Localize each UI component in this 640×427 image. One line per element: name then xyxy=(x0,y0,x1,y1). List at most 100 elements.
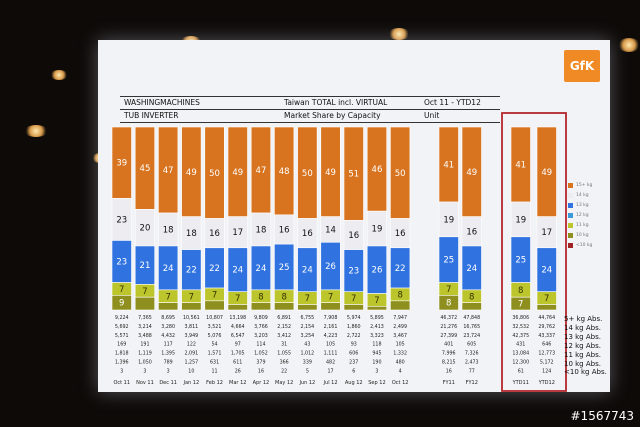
abs-value: 1,050 xyxy=(138,360,152,366)
abs-value: 482 xyxy=(326,360,335,366)
segment-label: 16 xyxy=(279,225,290,235)
abs-value: 7,996 xyxy=(442,351,456,357)
legend-item: <10 kg xyxy=(568,240,592,250)
segment-label: 8 xyxy=(397,290,402,300)
segment-label: 22 xyxy=(186,266,197,276)
segment-label: 39 xyxy=(116,159,127,169)
bar-segment xyxy=(134,296,156,311)
abs-value: 8,695 xyxy=(161,315,175,321)
category-label: Apr 12 xyxy=(253,380,270,386)
abs-value: 3 xyxy=(167,368,170,374)
bar-segment xyxy=(438,295,459,311)
abs-value: 5 xyxy=(306,368,309,374)
abs-value: 789 xyxy=(164,360,173,366)
abs-value: 3,949 xyxy=(184,333,198,339)
abs-value: 43,337 xyxy=(538,333,555,339)
abs-value: 7,365 xyxy=(138,315,152,321)
legend-label: 14 kg xyxy=(576,192,589,198)
stacked-bar-chart: 392323799,2245,6925,5711691,8181,3963Oct… xyxy=(111,112,567,392)
category-label: Feb 12 xyxy=(206,380,223,386)
header-rule-top xyxy=(120,96,500,97)
legend-item: 12 kg xyxy=(568,210,592,220)
category-label: Jun 12 xyxy=(298,380,315,386)
abs-value: 6,547 xyxy=(231,333,245,339)
segment-label: 23 xyxy=(116,258,127,268)
abs-value: 1,332 xyxy=(393,351,407,357)
abs-value: 945 xyxy=(372,351,381,357)
category-label: YTD12 xyxy=(538,380,555,386)
abs-value: 124 xyxy=(542,368,551,374)
abs-value: 42,375 xyxy=(512,333,529,339)
legend-label: 12 kg xyxy=(576,212,589,218)
abs-value: 3,214 xyxy=(138,324,152,330)
bar-segment xyxy=(297,304,318,311)
abs-row-label: 10 kg Abs. xyxy=(564,359,601,368)
bar-segment xyxy=(390,300,411,311)
abs-value: 5,571 xyxy=(115,333,129,339)
segment-label: 16 xyxy=(395,229,406,239)
abs-value: 6,891 xyxy=(277,315,291,321)
abs-value: 191 xyxy=(140,342,149,348)
abs-value: 31 xyxy=(281,342,287,348)
abs-value: 3 xyxy=(143,368,146,374)
abs-value: 631 xyxy=(210,360,219,366)
category-label: Jul 12 xyxy=(323,380,338,386)
abs-value: 3,467 xyxy=(393,333,407,339)
segment-label: 7 xyxy=(518,300,523,310)
chart-title: Market Share by Capacity xyxy=(284,111,381,120)
segment-label: 8 xyxy=(518,286,523,296)
header-rule-mid xyxy=(120,109,500,110)
abs-value: 1,818 xyxy=(115,351,129,357)
segment-label: 7 xyxy=(328,292,333,302)
segment-label: 24 xyxy=(466,264,477,274)
segment-label: 49 xyxy=(541,168,552,178)
segment-label: 24 xyxy=(256,264,267,274)
segment-label: 7 xyxy=(305,294,310,304)
abs-value: 480 xyxy=(396,360,405,366)
header-rule-bottom xyxy=(120,122,500,123)
abs-value: 61 xyxy=(518,368,524,374)
segment-label: 16 xyxy=(348,231,359,241)
segment-label: 7 xyxy=(544,294,549,304)
abs-value: 21,276 xyxy=(440,324,457,330)
legend-item: 14 kg xyxy=(568,190,592,200)
abs-value: 118 xyxy=(372,342,381,348)
abs-value: 97 xyxy=(235,342,241,348)
abs-value: 44,764 xyxy=(538,315,555,321)
category-label: Mar 12 xyxy=(229,380,246,386)
segment-label: 20 xyxy=(140,224,151,234)
abs-value: 2,499 xyxy=(393,324,407,330)
abs-value: 7,326 xyxy=(465,351,479,357)
abs-value: 93 xyxy=(351,342,357,348)
abs-row-label: <10 kg Abs. xyxy=(564,368,607,377)
abs-value: 26 xyxy=(235,368,241,374)
segment-label: 25 xyxy=(515,256,526,266)
segment-label: 26 xyxy=(372,266,383,276)
bar-segment xyxy=(158,302,179,311)
legend-item: 10 kg xyxy=(568,230,592,240)
abs-value: 3,521 xyxy=(208,324,222,330)
abs-value: 22 xyxy=(281,368,287,374)
bar-segment xyxy=(461,302,482,311)
bar-segment xyxy=(343,304,364,311)
abs-value: 5,895 xyxy=(370,315,384,321)
bar-segment xyxy=(204,300,225,311)
segment-label: 51 xyxy=(348,170,359,180)
abs-value: 23,724 xyxy=(463,333,480,339)
abs-value: 5,076 xyxy=(208,333,222,339)
segment-label: 16 xyxy=(302,229,313,239)
abs-value: 12,300 xyxy=(512,360,529,366)
bar-segment xyxy=(111,295,132,311)
segment-label: 7 xyxy=(119,285,124,295)
abs-value: 339 xyxy=(303,360,312,366)
abs-value: 36,806 xyxy=(512,315,529,321)
abs-value: 7,908 xyxy=(324,315,338,321)
abs-value: 4 xyxy=(399,368,402,374)
segment-label: 24 xyxy=(302,266,313,276)
abs-row-label: 14 kg Abs. xyxy=(564,323,601,332)
abs-value: 3,323 xyxy=(370,333,384,339)
abs-value: 1,111 xyxy=(324,351,338,357)
segment-label: 18 xyxy=(163,225,174,235)
abs-value: 10,807 xyxy=(206,315,223,321)
abs-value: 1,571 xyxy=(208,351,222,357)
